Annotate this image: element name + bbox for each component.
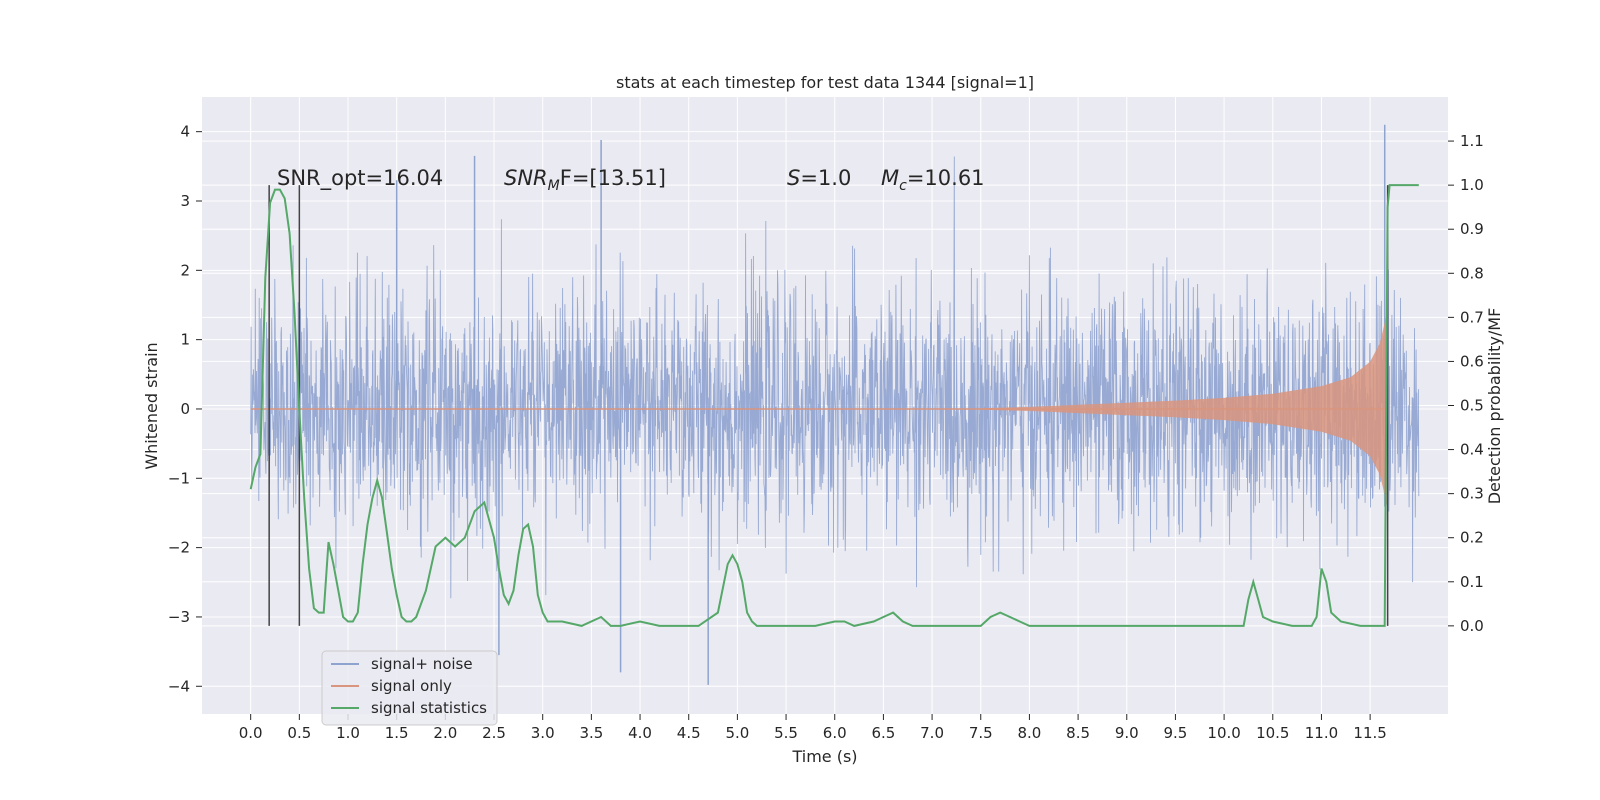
chart-title: stats at each timestep for test data 134… [616,73,1034,92]
x-tick-label: 2.5 [482,724,506,742]
y-right-tick-label: 0.4 [1460,441,1484,459]
y-right-tick-label: 0.1 [1460,573,1484,591]
signal-statistics-line [249,184,1419,627]
signal-noise-series [250,124,1420,685]
x-tick-label: 9.0 [1115,724,1139,742]
x-tick-label: 11.5 [1353,724,1386,742]
y-right-tick-label: 0.9 [1460,220,1484,238]
x-tick-label: 4.5 [677,724,701,742]
y-tick-label: 2 [180,261,190,279]
legend-label-signal-noise: signal+ noise [371,655,473,673]
legend-label-signal-only: signal only [371,677,452,695]
x-tick-label: 7.0 [920,724,944,742]
x-tick-label: 0.5 [287,724,311,742]
y-axis-right-label: Detection probability/MF [1485,308,1504,505]
legend-box [321,650,498,726]
y-right-tick-label: 0.0 [1460,617,1484,635]
x-tick-label: 6.5 [871,724,895,742]
y-right-tick-label: 0.3 [1460,485,1484,503]
annotation-snr-mf: SNRMF=[13.51] [504,166,666,194]
y-tick-label: −2 [168,539,190,557]
signal-noise-line [250,156,1420,599]
x-tick-label: 10.0 [1207,724,1240,742]
y-axis-ticks: 4 3 2 1 0 −1 −2 −3 −4 [168,123,202,695]
legend: signal+ noise signal only signal statist… [321,650,498,726]
x-tick-label: 0.0 [239,724,263,742]
x-tick-label: 7.5 [969,724,993,742]
annotations: SNR_opt=16.04 SNRMF=[13.51] S=1.0 Mc=10.… [277,166,985,194]
y-right-tick-label: 0.8 [1460,264,1484,282]
y-right-tick-label: 0.7 [1460,308,1484,326]
y-tick-label: 1 [180,331,190,349]
x-tick-label: 2.0 [433,724,457,742]
y-tick-label: −4 [168,677,190,695]
annotation-snr-opt: SNR_opt=16.04 [277,166,443,191]
x-tick-label: 8.5 [1066,724,1090,742]
y-tick-label: 3 [180,192,190,210]
y-tick-label: 4 [180,123,190,141]
annotation-s: S=1.0 [787,166,851,190]
y-axis-right-ticks: 1.1 1.0 0.9 0.8 0.7 0.6 0.5 0.4 0.3 0.2 0.1 0.0 [1448,132,1484,635]
annotation-mc: Mc=10.61 [881,166,985,194]
x-tick-label: 5.5 [774,724,798,742]
x-tick-label: 6.0 [823,724,847,742]
legend-label-signal-statistics: signal statistics [371,699,487,717]
x-axis-ticks: 0.0 0.5 1.0 1.5 2.0 2.5 3.0 3.5 4.0 4.5 5.0 5.5 6.0 6… [239,714,1387,742]
x-tick-label: 1.5 [385,724,409,742]
x-tick-label: 3.0 [531,724,555,742]
y-right-tick-label: 0.5 [1460,397,1484,415]
x-tick-label: 5.0 [725,724,749,742]
x-tick-label: 10.5 [1256,724,1289,742]
x-tick-label: 11.0 [1305,724,1338,742]
x-axis-label: Time (s) [791,747,857,766]
y-right-tick-label: 0.6 [1460,352,1484,370]
x-tick-label: 8.0 [1017,724,1041,742]
y-right-tick-label: 1.1 [1460,132,1484,150]
y-axis-label: Whitened strain [142,342,161,469]
grid [202,97,1448,714]
x-tick-label: 1.0 [336,724,360,742]
x-tick-label: 3.5 [579,724,603,742]
x-tick-label: 4.0 [628,724,652,742]
y-tick-label: 0 [180,400,190,418]
signal-only-envelope [980,308,1388,510]
y-right-tick-label: 1.0 [1460,176,1484,194]
signal-statistics-series [249,184,1419,627]
x-tick-label: 9.5 [1164,724,1188,742]
y-right-tick-label: 0.2 [1460,529,1484,547]
signal-only-series [250,308,1388,510]
y-tick-label: −1 [168,469,190,487]
y-tick-label: −3 [168,608,190,626]
